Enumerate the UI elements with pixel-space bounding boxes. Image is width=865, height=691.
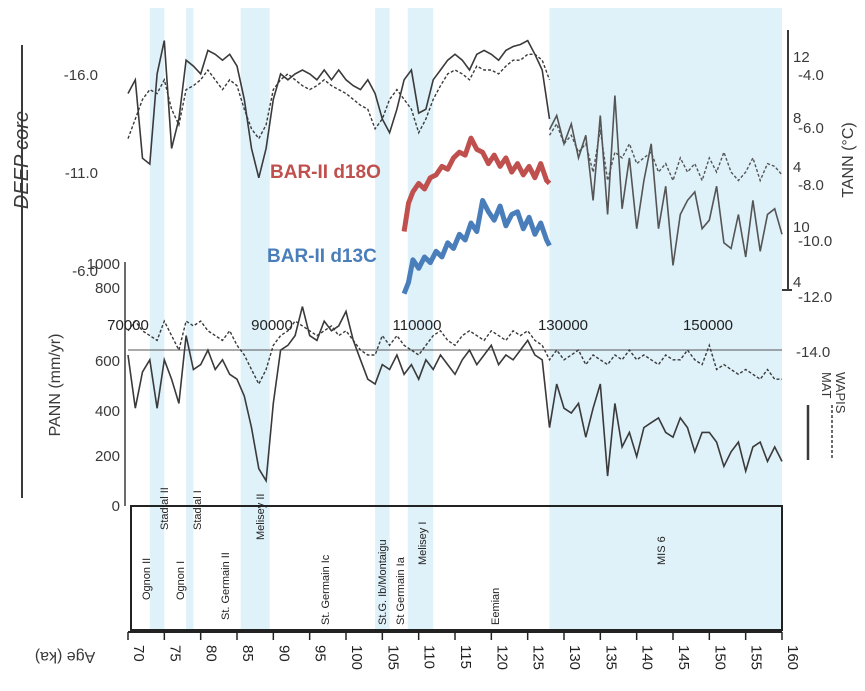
stadial-band [549, 8, 782, 630]
stadial-label: St. Germain II [220, 552, 232, 620]
age-tick-label: 95 [312, 645, 329, 662]
stadial-band [375, 8, 390, 630]
mid-axis-tick: 130000 [538, 317, 588, 334]
tann-label: TANN (°C) [840, 122, 857, 197]
stadial-label: Stadial I [192, 490, 204, 530]
tann-tick: -8.0 [798, 177, 824, 194]
stadial-labels: Ognon II Stadial II Ognon I Stadial I St. Ge… [141, 487, 668, 625]
stadial-label: Melisey I [417, 522, 429, 565]
tann-tick: -12.0 [798, 289, 832, 306]
tann-tick: -14.0 [796, 344, 830, 361]
pann-axis: PANN (mm/yr) 1000 800 600 400 200 0 [47, 256, 126, 515]
pann-solid-line [127, 306, 783, 484]
tann-tick: -6.0 [798, 120, 824, 137]
legend-dashed-label: WAPIS [833, 372, 848, 414]
pann-tick: 0 [112, 498, 120, 515]
age-tick-label: 130 [566, 645, 583, 670]
stadial-label: Ognon I [175, 561, 187, 600]
deep-core-tick: -16.0 [64, 67, 98, 84]
age-tick-label: 150 [711, 645, 728, 670]
pann-tick: 1000 [87, 256, 120, 273]
stadial-box [130, 505, 783, 631]
d13c-series-label: BAR-II d13C [267, 246, 377, 267]
stadial-label: St Germain Ia [395, 556, 407, 625]
tann-solid-line [548, 95, 783, 266]
mid-axis: 70000 90000 110000 130000 150000 [107, 317, 782, 351]
pann-label: PANN (mm/yr) [47, 334, 64, 437]
age-tick-label: 80 [203, 645, 220, 662]
deep-dashed-line [127, 53, 551, 140]
age-tick-label: 140 [639, 645, 656, 670]
d13c-line [401, 197, 552, 295]
stadial-label: Stadial II [159, 487, 171, 530]
pann-dashed-line [127, 319, 782, 386]
side-legend: MAT WAPIS [806, 372, 848, 460]
series-lines [127, 39, 783, 484]
age-tick-label: 125 [530, 645, 547, 670]
age-tick-label: 75 [166, 645, 183, 662]
stadial-label: St.G. Ib/Montaigu [377, 539, 389, 625]
tann-axis: TANN (°C) 12 8 4 10 4 -4.0 -6.0 -8.0 -10… [782, 30, 857, 361]
stadial-bands [149, 8, 782, 630]
mid-axis-tick: 110000 [393, 317, 442, 334]
tann-inner-tick: 8 [793, 110, 801, 127]
tann-inner-tick: 4 [793, 159, 801, 176]
age-tick-label: 120 [493, 645, 510, 670]
mid-axis-tick: 90000 [251, 317, 293, 334]
age-tick-label: 115 [457, 645, 474, 669]
stadial-label: Melisey II [255, 494, 267, 540]
stadial-label: Eemian [490, 588, 502, 625]
deep-core-tick: -11.0 [65, 165, 98, 182]
d18o-series-label: BAR-II d18O [270, 162, 381, 183]
stadial-label: Ognon II [141, 558, 153, 600]
legend-solid-label: MAT [819, 372, 834, 399]
age-tick-label: 160 [784, 645, 801, 670]
tann-inner-tick: 12 [793, 49, 810, 66]
tann-inner-tick: 10 [793, 219, 810, 236]
pann-tick: 200 [95, 448, 120, 465]
deep-core-axis: DEEP core -16.0 -11.0 -6.0 [11, 45, 98, 498]
age-tick-label: 90 [275, 645, 292, 662]
age-tick-label: 100 [348, 645, 365, 670]
age-tick-label: 135 [602, 645, 619, 670]
deep-core-tick: -6.0 [72, 263, 98, 280]
age-tick-label: 145 [675, 645, 692, 670]
tann-tick: -4.0 [798, 67, 824, 84]
stadial-label: MIS 6 [656, 536, 668, 565]
age-tick-label: 105 [384, 645, 401, 670]
stadial-band [186, 8, 194, 630]
tann-inner-tick: 4 [793, 274, 801, 291]
mid-axis-tick: 70000 [107, 317, 149, 334]
age-axis: Age (ka) 70 75 80 85 90 95 100 105 110 115 120 125 1… [35, 631, 801, 670]
age-tick-label: 110 [421, 645, 438, 669]
stadial-band [149, 8, 165, 630]
deep-solid-line [127, 39, 551, 178]
age-axis-label: Age (ka) [35, 648, 95, 665]
mid-axis-tick: 150000 [683, 317, 733, 334]
pann-tick: 600 [95, 353, 120, 370]
age-tick-label: 85 [239, 645, 256, 662]
stadial-label: St. Germain Ic [320, 554, 332, 625]
d18o-line [401, 135, 552, 232]
tann-tick: -10.0 [798, 233, 832, 250]
pann-tick: 400 [95, 403, 120, 420]
deep-core-title: DEEP core [11, 111, 33, 209]
age-tick-label: 155 [748, 645, 765, 670]
age-tick-label: 70 [130, 645, 147, 662]
pann-tick: 800 [95, 280, 120, 297]
